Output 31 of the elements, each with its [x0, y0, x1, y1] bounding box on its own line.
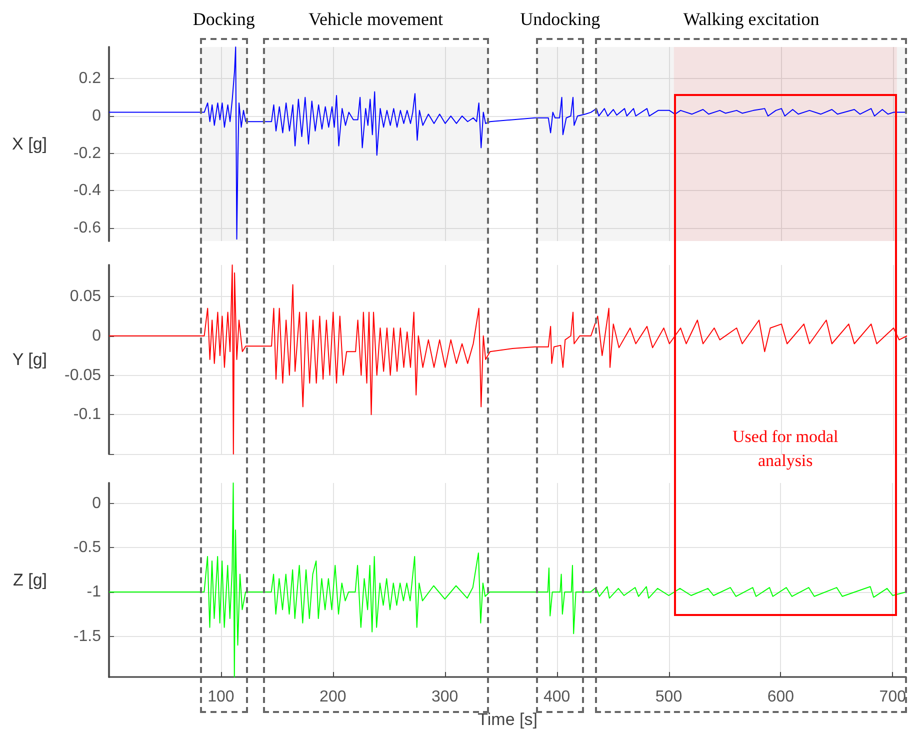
x-axis-title: Time [s] — [478, 710, 538, 729]
x-tick-label: 200 — [320, 688, 346, 706]
y-tick-label: 0 — [92, 494, 102, 512]
band-label: Undocking — [520, 9, 600, 30]
y-tick-label: 0.2 — [78, 70, 102, 88]
y-tick-label: -0.5 — [73, 539, 102, 556]
y-tick-label: 0 — [92, 327, 102, 344]
y-tick-label: -0.6 — [73, 219, 102, 236]
band-label: Vehicle movement — [308, 9, 443, 30]
x-tick-label: 300 — [432, 688, 458, 706]
line-series — [108, 46, 908, 240]
y-axis-title: Z [g] — [12, 570, 47, 590]
x-tick-label: 600 — [767, 688, 794, 706]
y-tick-label: 0 — [92, 108, 102, 125]
x-tick-label: 500 — [655, 688, 682, 706]
line-series — [108, 482, 907, 678]
band-label: Docking — [192, 9, 255, 30]
y-axis-title: X [g] — [12, 134, 47, 154]
x-tick-label: 100 — [208, 688, 234, 706]
y-tick-label: -0.2 — [73, 144, 102, 162]
y-tick-label: -0.4 — [73, 182, 102, 200]
y-tick-label: -0.05 — [64, 366, 102, 384]
y-tick-label: -1 — [86, 583, 102, 600]
x-tick-label: 700 — [879, 688, 906, 706]
y-axis-title: Y [g] — [12, 350, 47, 369]
band-label: Walking excitation — [683, 9, 820, 30]
y-tick-label: -1.5 — [73, 628, 102, 645]
band-label: Used for modal analysis — [732, 426, 840, 472]
y-tick-label: -0.1 — [73, 406, 102, 424]
y-tick-label: 0.05 — [70, 288, 102, 305]
x-tick-label: 400 — [543, 688, 570, 706]
